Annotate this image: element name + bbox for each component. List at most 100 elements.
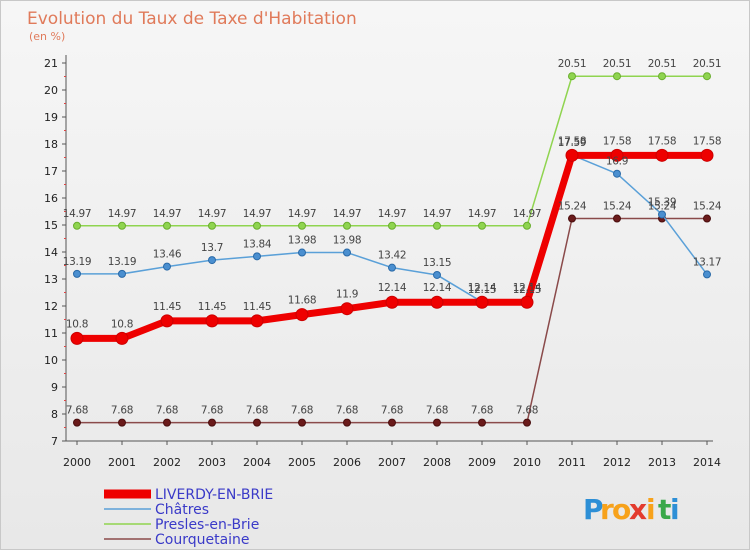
data-point xyxy=(343,248,351,257)
data-point xyxy=(208,221,216,230)
legend: LIVERDY-EN-BRIEChâtresPresles-en-BrieCou… xyxy=(104,487,273,548)
data-label: 15.24 xyxy=(558,201,587,213)
data-label: 14.97 xyxy=(468,208,497,220)
data-point xyxy=(253,221,261,230)
data-point xyxy=(433,221,441,230)
x-tick-label: 2008 xyxy=(423,456,451,469)
y-tick-label: 13 xyxy=(44,273,58,286)
data-point xyxy=(118,221,126,230)
legend-label: Châtres xyxy=(155,502,209,518)
legend-label: Presles-en-Brie xyxy=(155,517,259,533)
data-point xyxy=(388,221,396,230)
data-label: 17.59 xyxy=(558,137,587,149)
data-point xyxy=(250,314,264,328)
x-tick-label: 2005 xyxy=(288,456,316,469)
data-point xyxy=(703,270,711,279)
data-label: 7.68 xyxy=(336,405,358,417)
data-label: 7.68 xyxy=(426,405,448,417)
data-label: 13.17 xyxy=(693,256,722,268)
data-point xyxy=(118,418,126,427)
data-point xyxy=(163,221,171,230)
x-tick-label: 2011 xyxy=(558,456,586,469)
x-tick-label: 2009 xyxy=(468,456,496,469)
y-tick-label: 18 xyxy=(44,138,58,151)
data-label: 20.51 xyxy=(603,58,632,70)
x-tick-label: 2007 xyxy=(378,456,406,469)
data-label: 7.68 xyxy=(516,405,538,417)
series-courquetaine xyxy=(73,214,711,427)
y-tick-label: 16 xyxy=(44,192,58,205)
data-label: 7.68 xyxy=(471,405,493,417)
data-label: 13.42 xyxy=(378,250,407,262)
data-point xyxy=(658,72,666,81)
data-point xyxy=(115,331,129,345)
data-point xyxy=(613,214,621,223)
y-tick-label: 14 xyxy=(44,246,58,259)
data-label: 15.24 xyxy=(603,201,632,213)
x-tick-label: 2003 xyxy=(198,456,226,469)
data-label: 14.97 xyxy=(153,208,182,220)
data-point xyxy=(343,418,351,427)
data-point xyxy=(655,148,669,162)
legend-item: Courquetaine xyxy=(104,532,250,548)
data-point xyxy=(703,214,711,223)
data-point xyxy=(73,221,81,230)
data-label: 13.15 xyxy=(423,257,452,269)
data-label: 17.58 xyxy=(603,135,632,147)
data-point xyxy=(163,418,171,427)
legend-item: Châtres xyxy=(104,502,209,518)
data-point xyxy=(703,72,711,81)
data-label: 14.97 xyxy=(63,208,92,220)
data-label: 14.97 xyxy=(108,208,137,220)
data-label: 15.39 xyxy=(648,196,677,208)
x-tick-label: 2006 xyxy=(333,456,361,469)
data-label: 10.8 xyxy=(66,318,88,330)
data-point xyxy=(298,221,306,230)
data-label: 14.97 xyxy=(288,208,317,220)
y-tick-label: 8 xyxy=(51,408,58,421)
data-labels: 14.97 14.97 14.97 14.97 14.97 14.97 14.97 14.97… xyxy=(63,58,722,416)
data-label: 11.45 xyxy=(198,301,227,313)
data-point xyxy=(478,418,486,427)
data-label: 13.19 xyxy=(63,256,92,268)
x-tick-label: 2014 xyxy=(693,456,721,469)
data-point xyxy=(118,269,126,278)
data-label: 16.9 xyxy=(606,156,628,168)
y-tick-label: 9 xyxy=(51,381,58,394)
data-point xyxy=(205,314,219,328)
data-point xyxy=(70,331,84,345)
data-point xyxy=(610,148,624,162)
data-label: 11.9 xyxy=(336,289,358,301)
data-point xyxy=(388,263,396,272)
x-tick-label: 2001 xyxy=(108,456,136,469)
x-tick-label: 2010 xyxy=(513,456,541,469)
data-point xyxy=(160,314,174,328)
data-point xyxy=(343,221,351,230)
data-point xyxy=(520,295,534,309)
logo-letter: i xyxy=(646,493,656,526)
data-label: 15.24 xyxy=(648,201,677,213)
logo-letter: o xyxy=(612,493,631,526)
data-label: 14.97 xyxy=(513,208,542,220)
data-point xyxy=(523,418,531,427)
data-label: 7.68 xyxy=(156,405,178,417)
data-point xyxy=(298,418,306,427)
chart-subtitle: (en %) xyxy=(29,30,65,43)
series-presles-en-brie xyxy=(73,72,711,230)
data-point xyxy=(433,418,441,427)
data-point xyxy=(568,214,576,223)
data-label: 14.97 xyxy=(423,208,452,220)
y-tick-label: 11 xyxy=(44,327,58,340)
data-label: 7.68 xyxy=(246,405,268,417)
y-tick-label: 20 xyxy=(44,84,58,97)
y-tick-label: 17 xyxy=(44,165,58,178)
chart-title: Evolution du Taux de Taxe d'Habitation xyxy=(27,9,357,29)
logo-letter: r xyxy=(600,493,614,526)
data-point xyxy=(430,295,444,309)
data-label: 17.58 xyxy=(648,135,677,147)
data-label: 13.98 xyxy=(333,235,362,247)
logo-letter: P xyxy=(583,493,604,526)
